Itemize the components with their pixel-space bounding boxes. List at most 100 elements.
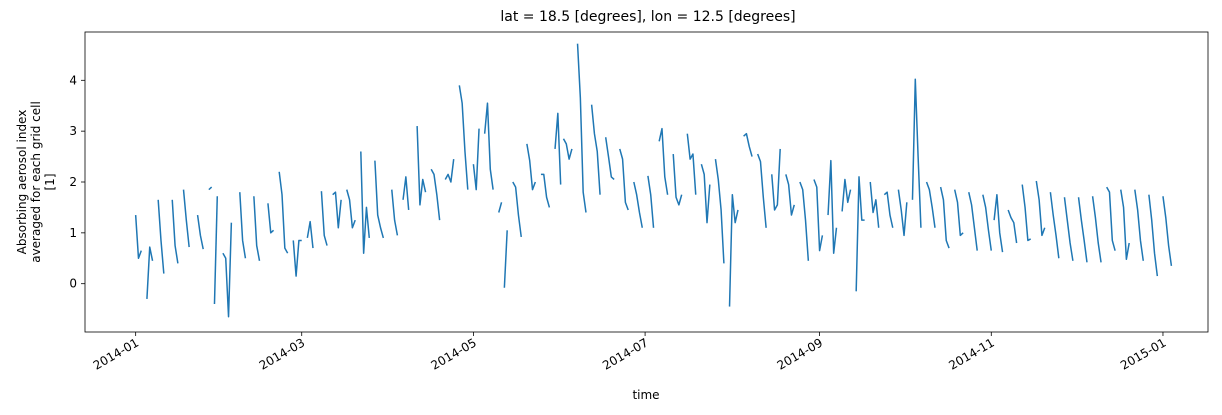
- series-segment-41: [647, 175, 655, 228]
- series-segment-14: [292, 239, 302, 277]
- series-segment-31: [512, 181, 522, 238]
- series-segment-7: [208, 186, 213, 191]
- x-tick-label: 2014-03: [257, 335, 307, 372]
- series-segment-9: [222, 222, 233, 318]
- series-segment-34: [554, 112, 562, 185]
- series-segment-24: [430, 168, 441, 221]
- series-segment-32: [526, 143, 537, 191]
- series-segment-4: [171, 199, 179, 264]
- series-segment-23: [416, 126, 427, 206]
- series-segment-58: [883, 191, 894, 228]
- x-axis: 2014-01 2014-03 2014-05 2014-07 2014-09 2014-…: [91, 332, 1168, 373]
- series-segment-38: [604, 137, 615, 181]
- x-tick-label: 2014-07: [600, 335, 650, 372]
- series-segment-51: [785, 174, 795, 216]
- series-segment-45: [700, 163, 711, 224]
- series-segment-3: [157, 199, 165, 274]
- series-segment-21: [391, 189, 399, 236]
- x-axis-label: time: [632, 388, 659, 402]
- series-segment-48: [743, 132, 753, 157]
- x-tick-label: 2014-09: [775, 335, 825, 372]
- series-segment-37: [590, 104, 601, 195]
- y-tick-label: 1: [69, 226, 77, 240]
- series-segment-78: [1162, 196, 1173, 267]
- series-segment-6: [196, 214, 204, 250]
- y-axis: 0 1 2 3 4: [69, 73, 85, 291]
- series-segment-33: [540, 173, 551, 208]
- series-segment-27: [472, 128, 480, 191]
- series-segment-10: [239, 192, 247, 259]
- series-segment-36: [576, 43, 587, 213]
- series-segment-57: [869, 181, 880, 228]
- series-segment-60: [911, 78, 922, 228]
- series-segment-74: [1106, 186, 1116, 251]
- series-segment-8: [213, 196, 219, 305]
- x-tick-label: 2014-05: [428, 335, 478, 372]
- series-segment-28: [483, 102, 494, 190]
- series-segment-26: [458, 85, 469, 190]
- series-segment-35: [562, 138, 573, 160]
- series-segment-18: [346, 189, 356, 229]
- y-axis-label-line-1: Absorbing aerosol index: [15, 110, 29, 255]
- data-series: [134, 43, 1173, 318]
- series-segment-16: [320, 191, 328, 246]
- series-segment-43: [672, 153, 683, 206]
- series-segment-50: [771, 148, 781, 211]
- series-segment-29: [498, 202, 503, 213]
- series-segment-66: [993, 193, 1004, 253]
- series-segment-69: [1035, 180, 1046, 237]
- series-segment-64: [968, 192, 978, 251]
- series-segment-61: [925, 181, 936, 228]
- series-segment-13: [278, 171, 289, 254]
- series-segment-5: [182, 189, 190, 248]
- series-segment-22: [402, 176, 410, 211]
- series-segment-11: [253, 196, 261, 261]
- series-segment-76: [1134, 189, 1145, 261]
- series-segment-25: [444, 159, 455, 183]
- series-segment-40: [633, 181, 644, 228]
- series-segment-56: [855, 176, 865, 292]
- series-segment-42: [658, 127, 669, 195]
- series-segment-67: [1007, 209, 1018, 244]
- series-segment-62: [939, 186, 950, 249]
- y-tick-label: 0: [69, 277, 77, 291]
- series-segment-52: [799, 181, 810, 261]
- x-tick-label: 2014-01: [91, 335, 141, 372]
- series-segment-77: [1148, 194, 1159, 277]
- series-segment-59: [897, 189, 908, 237]
- plot-frame: [84, 31, 1209, 333]
- series-segment-65: [982, 194, 993, 251]
- series-segment-70: [1049, 192, 1060, 259]
- series-segment-75: [1120, 189, 1130, 261]
- series-segment-30: [503, 230, 508, 288]
- y-axis-label: Absorbing aerosol index averaged for eac…: [15, 101, 57, 263]
- chart-title: lat = 18.5 [degrees], lon = 12.5 [degree…: [500, 9, 795, 25]
- series-segment-15: [306, 220, 314, 249]
- series-segment-20: [374, 160, 385, 239]
- y-axis-label-line-2: averaged for each grid cell: [29, 101, 43, 263]
- series-segment-1: [134, 215, 142, 260]
- series-segment-53: [813, 179, 824, 252]
- y-tick-label: 4: [69, 73, 77, 87]
- series-segment-63: [953, 189, 964, 237]
- series-segment-44: [686, 133, 697, 195]
- x-tick-label: 2014-11: [946, 335, 996, 372]
- series-segment-71: [1063, 197, 1074, 261]
- series-segment-17: [332, 191, 342, 229]
- series-segment-54: [827, 159, 838, 254]
- x-tick-label: 2015-01: [1118, 335, 1168, 372]
- y-axis-label-line-3: [1]: [43, 174, 57, 191]
- y-tick-label: 2: [69, 175, 77, 189]
- series-segment-39: [619, 148, 629, 211]
- series-segment-68: [1021, 184, 1032, 242]
- y-tick-label: 3: [69, 124, 77, 138]
- series-segment-49: [756, 153, 767, 228]
- series-segment-19: [360, 151, 371, 254]
- series-segment-47: [728, 193, 739, 307]
- series-segment-12: [267, 203, 275, 234]
- series-segment-2: [146, 246, 154, 299]
- series-segment-55: [841, 178, 852, 212]
- series-segment-72: [1077, 197, 1088, 263]
- series-segment-46: [714, 159, 725, 264]
